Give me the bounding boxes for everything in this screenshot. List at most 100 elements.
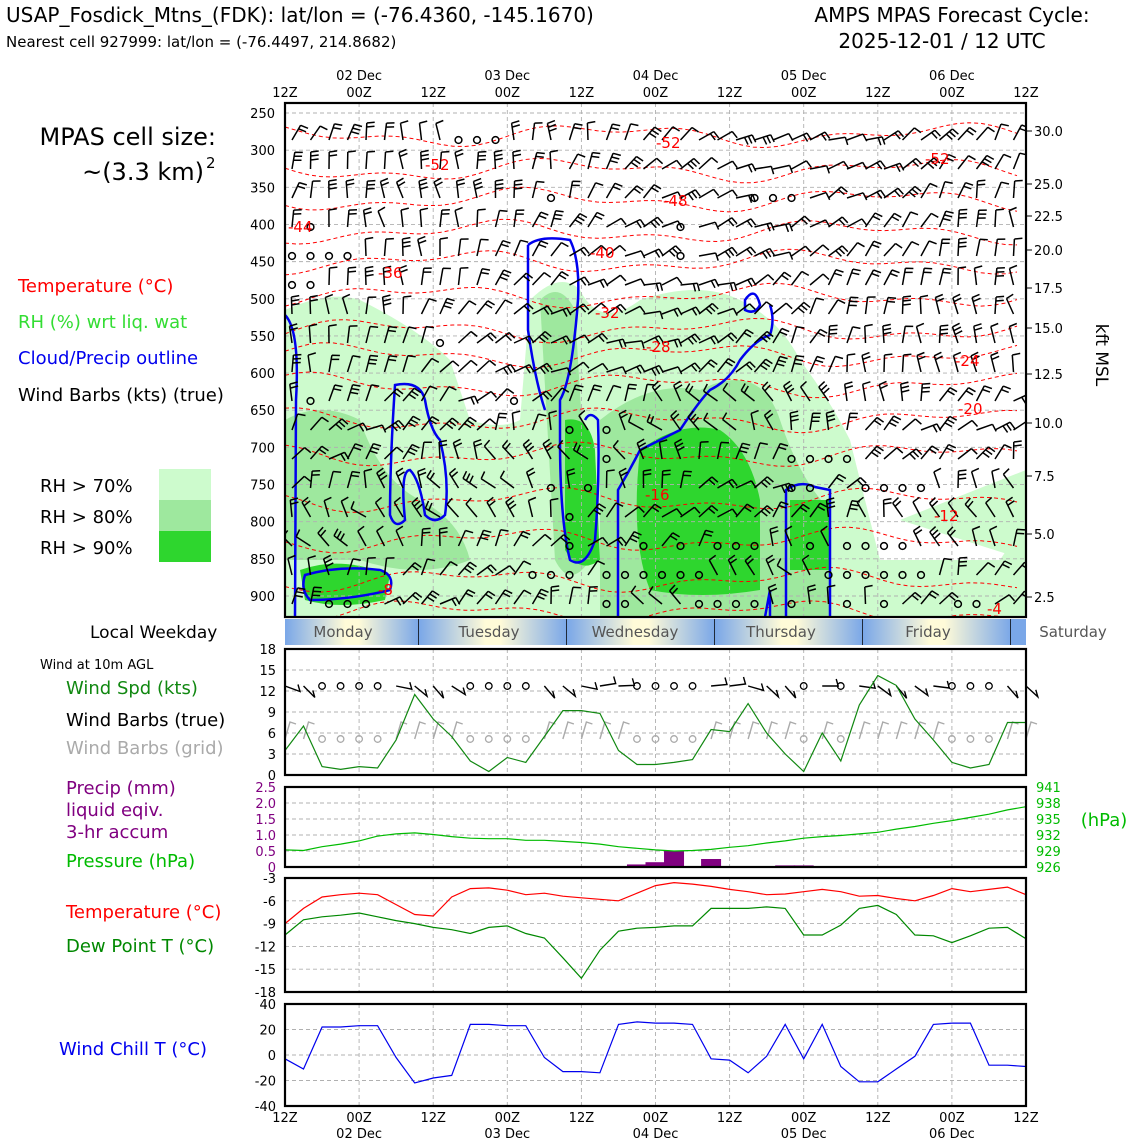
wind-barb <box>735 480 757 489</box>
wind-barb <box>901 127 922 141</box>
wind-barb <box>402 591 423 605</box>
calm-wind-circle <box>521 682 530 690</box>
calm-wind-circle <box>768 193 778 203</box>
wind-barb <box>510 120 521 141</box>
calm-wind-circle <box>916 570 926 580</box>
temperature-label: -24 <box>955 352 980 370</box>
wind-barb <box>457 561 477 576</box>
wind-barb <box>735 134 757 145</box>
wind-barb <box>776 558 792 576</box>
wind-barb <box>472 177 483 199</box>
cell-size-exponent: 2 <box>206 154 216 172</box>
wind-barb <box>648 586 663 605</box>
weekday-label: Friday <box>905 623 951 641</box>
wind-barb <box>912 496 922 518</box>
weekday-label: Wednesday <box>592 623 679 641</box>
calm-wind-circle <box>361 599 371 609</box>
wind-barb <box>920 382 931 402</box>
calm-wind-circle <box>750 193 759 203</box>
wind-barb <box>525 467 536 489</box>
wind-barb <box>772 327 790 344</box>
wind-barb <box>494 299 513 315</box>
wind-chill-line <box>284 1021 1027 1084</box>
top-hour-label: 00Z <box>643 86 669 101</box>
wind-barb <box>476 390 498 402</box>
nearest-cell-label: Nearest cell 927999: lat/lon = (-76.4497… <box>6 33 396 51</box>
calm-wind-circle <box>306 251 315 261</box>
calm-wind-circle <box>879 483 889 493</box>
wind-barb <box>882 497 892 518</box>
wind-barb <box>362 207 373 228</box>
pressure-line <box>284 806 1027 852</box>
wind-barb <box>420 558 436 576</box>
wind-speed-line <box>284 674 1026 773</box>
wind-barb <box>1012 152 1026 170</box>
wind-barb <box>383 237 394 257</box>
wind-barb-grid <box>599 721 612 740</box>
wind-barb <box>417 235 427 257</box>
wind-barb <box>846 326 861 344</box>
bottom-hour-label: 00Z <box>643 1111 669 1126</box>
wind-barb-grid <box>858 721 871 740</box>
wind-barb <box>426 469 441 489</box>
wind-barb <box>901 325 914 344</box>
wind-barb <box>494 412 508 431</box>
wind-barb <box>750 409 759 431</box>
wind-barb <box>929 526 941 547</box>
wind-barb-grid <box>914 721 927 740</box>
wind-barb <box>624 340 645 349</box>
wind-barb <box>605 384 622 402</box>
calm-wind-circle <box>879 570 889 580</box>
calm-grid-circle <box>503 735 512 743</box>
wind-barb <box>789 410 799 431</box>
wind-barb <box>439 209 450 228</box>
wind-barb <box>476 359 497 373</box>
wind-barb <box>975 385 993 402</box>
wind-barb <box>994 123 1009 141</box>
calm-wind-circle <box>916 483 926 493</box>
wind-barb <box>865 160 886 170</box>
wind-barb <box>291 208 302 228</box>
y-tick-label: -12 <box>255 940 276 955</box>
temperature-contour <box>285 486 1018 513</box>
wind-barb <box>395 467 405 489</box>
wind-barb <box>291 587 306 605</box>
wind-barb <box>624 305 646 315</box>
wind-barb <box>864 240 882 257</box>
weekday-label: Saturday <box>1039 623 1107 641</box>
wind-barb <box>994 421 1016 433</box>
wind-barb <box>493 149 503 170</box>
wind-barb-true <box>822 678 840 687</box>
wind-barb <box>439 237 449 256</box>
wind-barb <box>381 294 392 315</box>
wind-barb-grid <box>710 721 723 740</box>
wind-barb <box>827 299 846 315</box>
wind-barb <box>994 153 1012 170</box>
calm-wind-circle <box>842 599 852 609</box>
wind-barb <box>698 359 718 373</box>
wind-barb <box>846 412 858 431</box>
y-tick-label: 18 <box>259 643 276 658</box>
wind-barb <box>864 269 882 286</box>
calm-wind-circle <box>528 570 537 580</box>
pressure-tick: 400 <box>250 218 275 233</box>
wind-barb <box>439 417 459 431</box>
wind-barb <box>513 364 535 374</box>
wind-barb <box>883 269 900 286</box>
wind-barb <box>990 322 999 344</box>
wind-barb <box>861 351 871 373</box>
wind-barb <box>399 120 409 141</box>
wind-barb <box>400 207 409 228</box>
wind-barb <box>398 264 408 286</box>
pressure-tick: 450 <box>250 256 275 271</box>
wind-barb-grid <box>895 721 908 740</box>
wind-barb <box>892 497 904 518</box>
wind-barb <box>698 505 719 518</box>
wind-barb <box>902 448 923 460</box>
wind-barb <box>419 207 429 228</box>
wind-barb <box>446 497 460 518</box>
calm-wind-circle <box>861 570 870 580</box>
calm-wind-circle <box>985 682 993 690</box>
wind-barb <box>865 189 886 199</box>
wind-barb <box>309 445 329 460</box>
